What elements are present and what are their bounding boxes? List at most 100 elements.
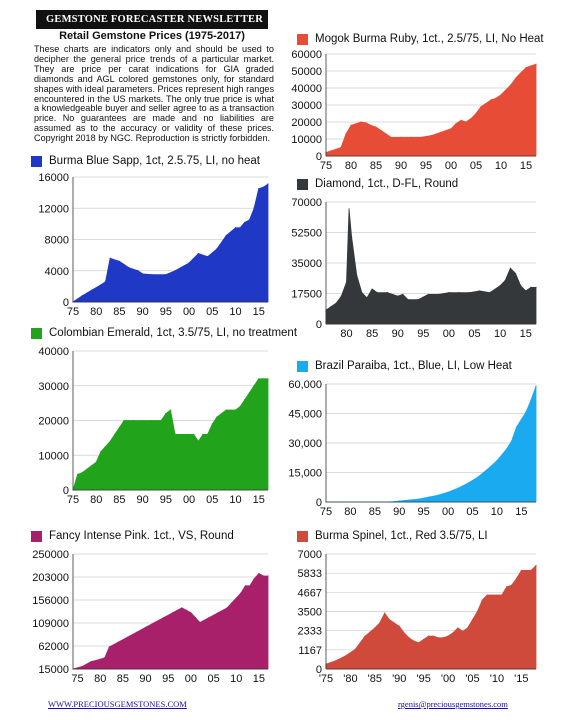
- data-point: [515, 426, 518, 428]
- chart-legend: Brazil Paraiba, 1ct., Blue, LI, Low Heat: [297, 360, 512, 372]
- chart-legend: Fancy Intense Pink. 1ct., VS, Round: [31, 530, 234, 542]
- page-title: Retail Gemstone Prices (1975-2017): [59, 30, 245, 42]
- data-point: [226, 607, 228, 609]
- data-point: [199, 621, 201, 624]
- x-tick-label: 10: [495, 160, 507, 172]
- chart-plot: 0 10000 20000 30000 40000 75 80 85 90 95 00 05 10 15: [38, 346, 269, 506]
- intro-disclaimer: These charts are indicators only and sho…: [34, 44, 274, 144]
- legend-swatch: [31, 155, 42, 167]
- data-point: [365, 122, 367, 124]
- data-point: [174, 270, 176, 272]
- chart-panel-diamond: Diamond, 1ct., D-FL, Round 0 17500 35000 525…: [288, 174, 576, 340]
- series-area: [325, 208, 537, 325]
- x-tick-label: 90: [393, 506, 405, 518]
- data-point: [360, 121, 362, 123]
- data-point: [142, 419, 144, 422]
- data-point: [126, 636, 129, 638]
- y-tick-label: 10000: [38, 450, 69, 462]
- contact-email-link[interactable]: rgenis@preciousgemstones.com: [398, 699, 508, 709]
- data-point: [486, 594, 488, 596]
- data-point: [235, 597, 237, 599]
- chart-plot: 0 15,000 30,000 45,000 60,000 75 80 85 90 95 00 05 1…: [288, 379, 537, 518]
- y-tick-label: 20000: [38, 416, 69, 428]
- data-point: [217, 612, 219, 614]
- x-tick-label: 15: [253, 494, 265, 506]
- data-point: [109, 257, 111, 259]
- data-point: [344, 655, 347, 657]
- data-point: [470, 118, 472, 120]
- data-point: [471, 619, 474, 621]
- x-tick-label: 90: [395, 160, 407, 172]
- data-point: [81, 665, 83, 668]
- data-point: [194, 617, 197, 619]
- data-point: [100, 284, 102, 286]
- x-tick-label: 00: [443, 328, 455, 340]
- data-point: [207, 433, 209, 435]
- data-point: [457, 487, 459, 489]
- x-tick-label: '95: [417, 673, 431, 685]
- y-tick-label: 16000: [38, 172, 69, 184]
- y-tick-label: 50000: [291, 66, 322, 78]
- data-point: [520, 569, 522, 572]
- data-point: [95, 461, 97, 463]
- data-point: [458, 292, 460, 294]
- x-tick-label: 95: [160, 494, 172, 506]
- data-point: [350, 124, 352, 126]
- data-point: [438, 293, 440, 295]
- x-tick-label: 75: [320, 506, 332, 518]
- x-tick-label: 10: [230, 673, 242, 685]
- y-tick-label: 0: [316, 151, 322, 163]
- data-point: [457, 627, 459, 629]
- x-tick-label: '80: [343, 673, 357, 685]
- data-point: [423, 638, 425, 641]
- chart-title: Brazil Paraiba, 1ct., Blue, LI, Low Heat: [315, 360, 512, 372]
- chart-plot: 0 10000 20000 30000 40000 50000 60000 75 80 85 90 9…: [291, 49, 537, 172]
- data-point: [179, 433, 181, 435]
- data-point: [437, 494, 439, 496]
- y-tick-label: 15000: [38, 664, 69, 676]
- chart-legend: Colombian Emerald, 1ct, 3.5/75, LI, no t…: [31, 327, 297, 339]
- data-point: [104, 657, 106, 659]
- data-point: [506, 586, 508, 588]
- data-point: [225, 234, 227, 237]
- data-point: [398, 500, 400, 502]
- x-tick-label: 00: [183, 494, 195, 506]
- data-point: [430, 135, 432, 137]
- data-point: [165, 274, 167, 276]
- chart-plot: 0 17500 35000 52500 70000 80 85 90 95 00 05 10 15: [291, 197, 537, 340]
- x-tick-label: 80: [94, 673, 106, 685]
- data-point: [397, 295, 399, 297]
- data-point: [77, 473, 79, 475]
- data-point: [515, 578, 518, 580]
- data-point: [355, 123, 357, 125]
- x-tick-label: 80: [340, 328, 352, 340]
- website-link[interactable]: WWW.PRECIOUSGEMSTONES.COM: [48, 699, 187, 709]
- y-tick-label: 45,000: [288, 409, 322, 421]
- data-point: [135, 631, 138, 633]
- data-point: [90, 661, 92, 663]
- legend-swatch: [297, 178, 308, 190]
- data-point: [128, 419, 130, 422]
- x-tick-label: 90: [137, 494, 149, 506]
- data-point: [432, 635, 435, 637]
- data-point: [81, 295, 83, 297]
- x-tick-label: 05: [206, 306, 218, 318]
- x-tick-label: '75: [319, 673, 333, 685]
- chart-legend: Diamond, 1ct., D-FL, Round: [297, 178, 458, 190]
- data-point: [504, 279, 506, 282]
- data-point: [390, 136, 392, 138]
- data-point: [330, 150, 332, 152]
- data-point: [514, 272, 517, 275]
- x-tick-label: 95: [418, 506, 430, 518]
- x-tick-label: '15: [514, 673, 528, 685]
- x-tick-label: 00: [185, 673, 197, 685]
- data-point: [244, 585, 246, 587]
- y-tick-label: 60000: [291, 49, 322, 61]
- series-area: [325, 565, 537, 670]
- data-point: [398, 625, 400, 627]
- data-point: [366, 297, 368, 299]
- data-point: [515, 77, 517, 79]
- data-point: [479, 290, 481, 292]
- data-point: [151, 274, 153, 276]
- y-tick-label: 109000: [32, 618, 69, 630]
